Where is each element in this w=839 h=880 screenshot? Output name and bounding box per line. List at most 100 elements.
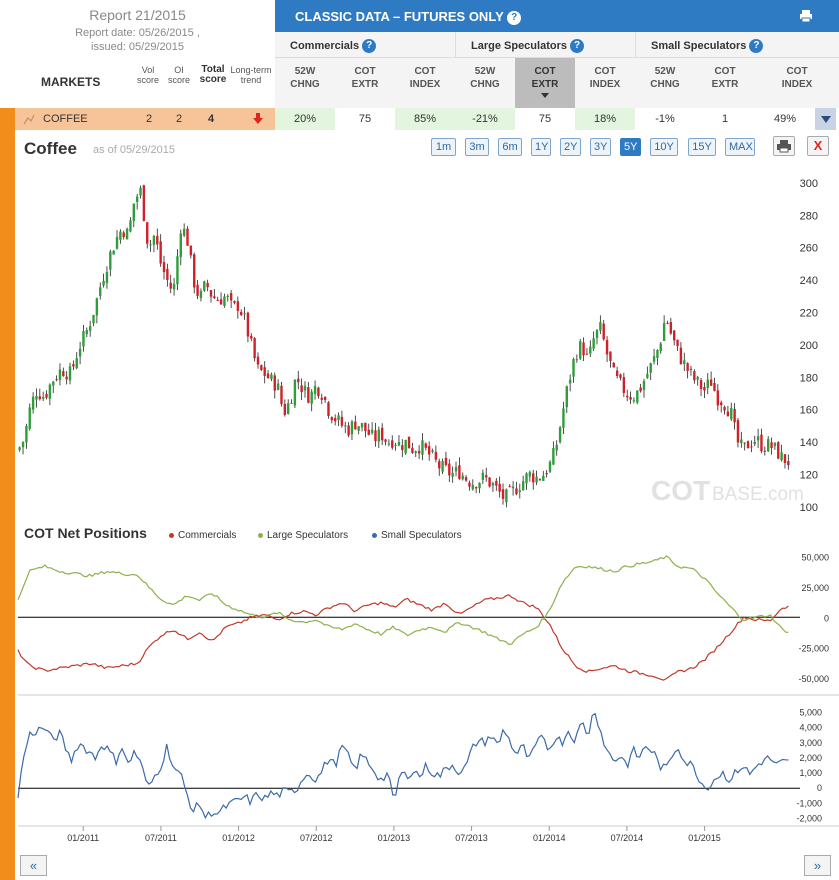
help-icon[interactable]: ? <box>749 39 764 53</box>
range-button-3y[interactable]: 3Y <box>590 138 611 156</box>
report-issued: issued: 05/29/2015 <box>91 41 184 53</box>
range-button-3m[interactable]: 3m <box>465 138 489 156</box>
markets-header: MARKETS <box>41 75 101 89</box>
range-button-5y[interactable]: 5Y <box>620 138 641 156</box>
candle-body <box>223 296 226 306</box>
candle-body <box>350 421 354 435</box>
range-button-1y[interactable]: 1Y <box>531 138 551 156</box>
candle-body <box>58 369 62 381</box>
range-button-10y[interactable]: 10Y <box>650 138 678 156</box>
row-scroll-down-button[interactable] <box>815 108 836 130</box>
candle-body <box>209 290 213 297</box>
candle-body <box>162 262 166 273</box>
candle-body <box>102 280 105 286</box>
subheader-cot-extr[interactable]: COT EXTR <box>695 58 755 108</box>
help-icon[interactable]: ? <box>570 39 585 53</box>
candle-body <box>256 356 260 365</box>
candle-body <box>287 403 290 414</box>
candle-body <box>391 440 394 448</box>
candle-body <box>532 473 535 483</box>
print-chart-button[interactable] <box>773 136 795 156</box>
legend-small-specs[interactable]: Small Speculators <box>372 530 462 541</box>
small-specs-y-tick: 1,000 <box>799 768 822 778</box>
candle-body <box>454 467 458 472</box>
candle-body <box>31 396 35 410</box>
subheader-52w-chng[interactable]: 52W CHNG <box>275 58 335 108</box>
candle-body <box>45 393 48 398</box>
candle-body <box>364 422 367 432</box>
range-button-6m[interactable]: 6m <box>498 138 522 156</box>
candle-body <box>320 397 323 400</box>
candle-body <box>424 443 428 448</box>
candle-body <box>394 444 397 446</box>
chart-asof: as of 05/29/2015 <box>93 144 175 156</box>
series-line-large-speculators <box>17 555 789 646</box>
candle-body <box>438 461 441 469</box>
candle-body <box>669 322 673 334</box>
previous-button[interactable]: « <box>20 855 47 876</box>
candle-body <box>693 371 696 381</box>
small-specs-y-tick: 0 <box>817 783 822 793</box>
help-icon[interactable]: ? <box>507 10 522 25</box>
candle-body <box>471 484 475 490</box>
chart-title: Coffee <box>24 139 77 158</box>
range-button-1m[interactable]: 1m <box>431 138 456 156</box>
market-row-coffee[interactable]: COFFEE 2 2 4 20% 75 85% -21% 75 18% -1% 1 49% <box>15 108 839 130</box>
subheader-cot-extr[interactable]: COT EXTR <box>335 58 395 108</box>
candle-body <box>525 473 528 484</box>
cot-net-positions-chart: -50,000 -25,000 0 25,000 50,000 -2,000 -1,000 0… <box>17 553 839 843</box>
candle-body <box>421 440 424 455</box>
range-button-2y[interactable]: 2Y <box>560 138 581 156</box>
range-button-15y[interactable]: 15Y <box>688 138 716 156</box>
subheader-cot-extr[interactable]: COT EXTR <box>515 58 575 108</box>
candle-body <box>689 368 693 370</box>
subheader-cot-index[interactable]: COT INDEX <box>755 58 839 108</box>
candle-body <box>599 322 602 331</box>
small-specs-y-tick: 3,000 <box>799 738 822 748</box>
candle-body <box>652 356 656 362</box>
candle-body <box>548 461 552 472</box>
candle-body <box>501 489 505 499</box>
vol-score-value: 2 <box>145 113 153 125</box>
candle-body <box>545 472 548 475</box>
candle-body <box>411 447 414 453</box>
chevron-down-icon <box>820 116 831 123</box>
candle-body <box>226 295 229 297</box>
candle-body <box>750 446 753 448</box>
subheader-52w-chng[interactable]: 52W CHNG <box>455 58 515 108</box>
candle-body <box>646 373 649 378</box>
range-button-max[interactable]: MAX <box>725 138 755 156</box>
next-button[interactable]: » <box>804 855 831 876</box>
candle-body <box>273 375 276 391</box>
selection-indicator <box>0 108 15 880</box>
candle-body <box>323 396 327 401</box>
candle-body <box>696 376 699 380</box>
candle-body <box>461 475 464 480</box>
subheader-cot-index[interactable]: COT INDEX <box>395 58 455 108</box>
candle-body <box>756 436 760 441</box>
close-chart-button[interactable]: X <box>807 136 829 156</box>
candle-body <box>21 441 25 448</box>
candle-body <box>740 439 743 444</box>
help-icon[interactable]: ? <box>362 39 377 53</box>
legend-large-specs[interactable]: Large Speculators <box>258 530 348 541</box>
subheader-52w-chng[interactable]: 52W CHNG <box>635 58 695 108</box>
subheader-cot-index[interactable]: COT INDEX <box>575 58 635 108</box>
candle-body <box>659 343 662 352</box>
row-value-cell: 49% <box>773 113 797 125</box>
market-name: COFFEE <box>43 113 88 125</box>
candle-body <box>474 487 478 489</box>
candle-body <box>172 283 176 290</box>
candle-body <box>340 416 344 426</box>
candle-body <box>495 480 498 486</box>
candle-body <box>240 311 243 315</box>
print-icon[interactable] <box>799 9 813 23</box>
legend-commercials[interactable]: Commercials <box>169 530 236 541</box>
candle-body <box>575 359 579 361</box>
candle-body <box>169 282 172 289</box>
candle-body <box>673 330 676 341</box>
candle-body <box>770 442 773 449</box>
candle-body <box>615 370 619 377</box>
legend-marker <box>258 532 263 538</box>
x-tick-label: 07/2012 <box>300 833 333 843</box>
